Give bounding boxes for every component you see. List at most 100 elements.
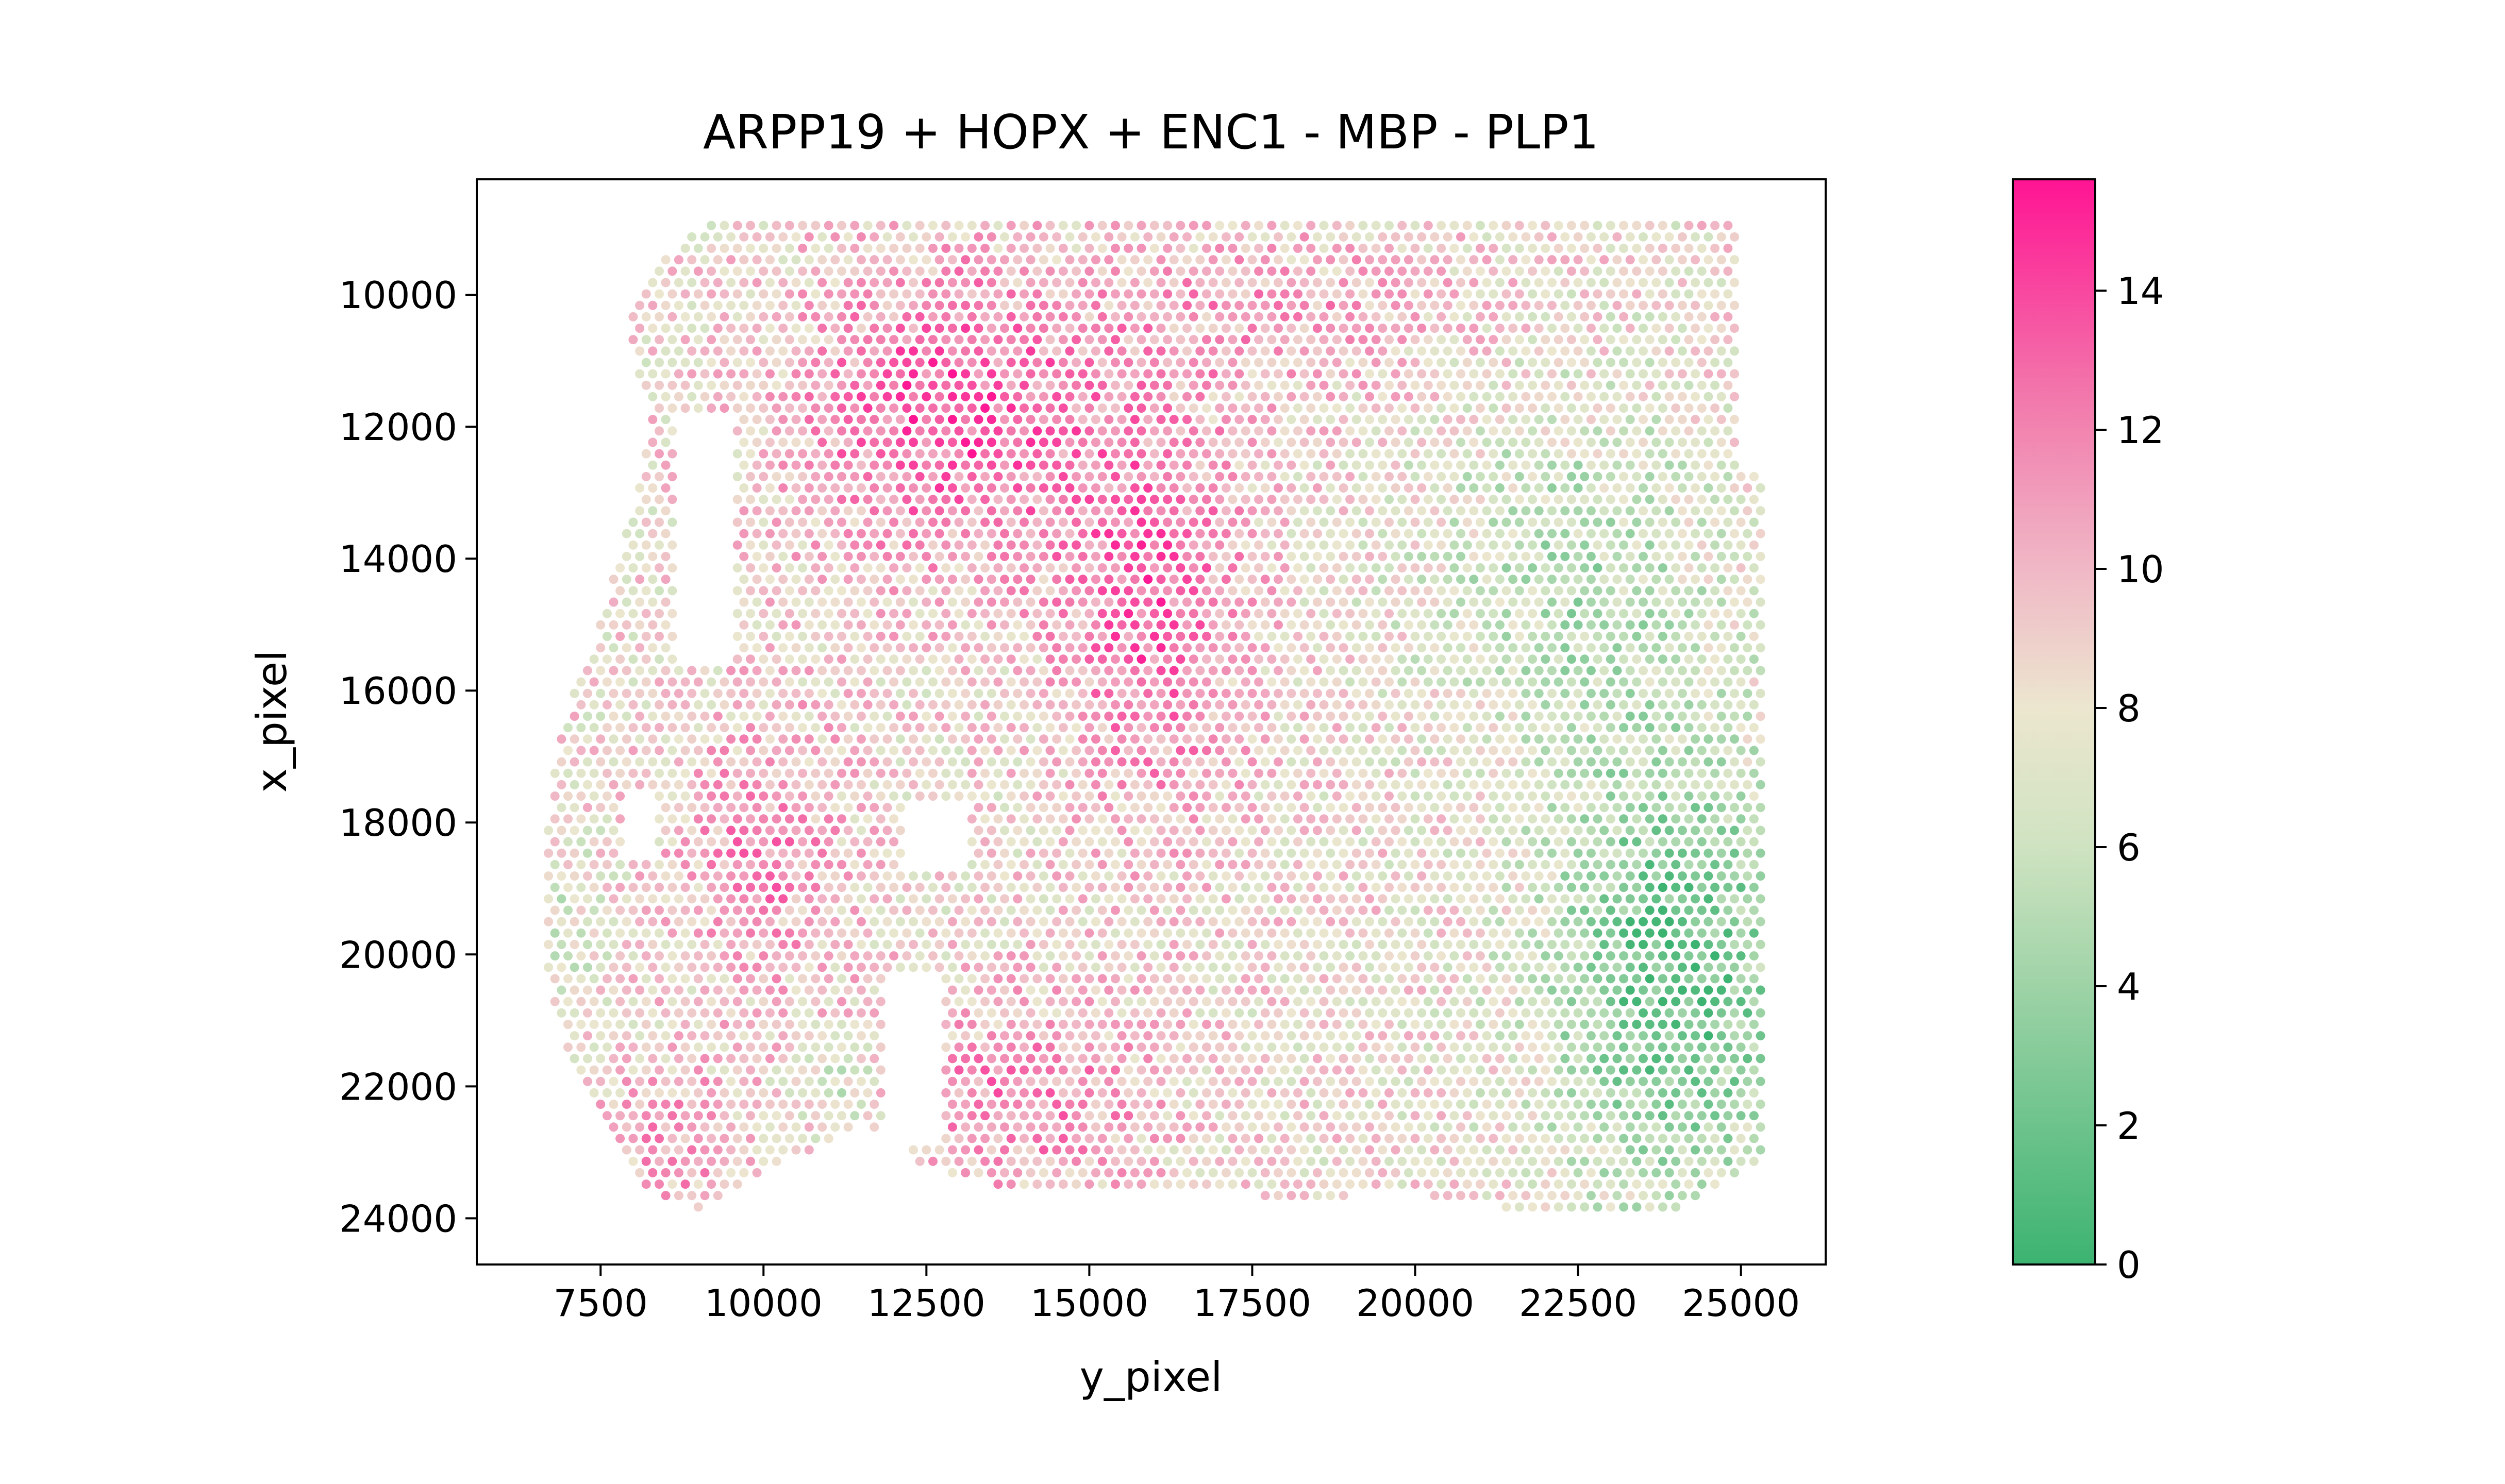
data-point (1456, 483, 1465, 493)
data-point (589, 883, 599, 892)
data-point (655, 312, 664, 322)
data-point (1566, 723, 1576, 733)
data-point (1482, 255, 1492, 265)
data-point (1215, 358, 1225, 367)
data-point (1521, 688, 1531, 698)
data-point (993, 335, 1003, 345)
data-point (1228, 563, 1238, 573)
data-point (902, 791, 912, 801)
data-point (1410, 403, 1420, 413)
data-point (1156, 300, 1166, 310)
data-point (635, 643, 645, 653)
data-point (1541, 632, 1550, 641)
data-point (700, 278, 710, 288)
data-point (895, 460, 905, 470)
data-point (882, 803, 892, 813)
data-point (1267, 540, 1277, 550)
data-point (1508, 848, 1518, 858)
data-point (622, 666, 631, 676)
data-point (1039, 392, 1048, 401)
data-point (1469, 255, 1479, 265)
data-point (941, 586, 951, 596)
data-point (1580, 609, 1590, 618)
data-point (1072, 883, 1081, 892)
data-point (1234, 437, 1244, 447)
data-point (1351, 460, 1361, 470)
data-point (1143, 620, 1153, 630)
data-point (1299, 529, 1309, 538)
data-point (1339, 688, 1348, 698)
data-point (641, 609, 651, 618)
data-point (687, 712, 697, 721)
data-point (1339, 780, 1348, 789)
data-point (1684, 859, 1694, 869)
data-point (1189, 632, 1198, 641)
data-point (648, 483, 658, 493)
data-point (928, 358, 938, 367)
data-point (1749, 768, 1759, 778)
data-point (1723, 380, 1733, 390)
data-point (1045, 266, 1055, 276)
data-point (1351, 825, 1361, 835)
data-point (804, 688, 814, 698)
data-point (1208, 369, 1218, 379)
data-point (1254, 471, 1264, 481)
data-point (1417, 871, 1427, 881)
data-point (1149, 563, 1159, 573)
data-point (1241, 221, 1250, 230)
data-point (1339, 871, 1348, 881)
data-point (882, 483, 892, 493)
data-point (1671, 791, 1681, 801)
data-point (961, 529, 971, 538)
data-point (870, 437, 879, 447)
data-point (661, 300, 671, 310)
data-point (961, 483, 971, 493)
data-point (1006, 540, 1016, 550)
data-point (1084, 221, 1094, 230)
data-point (1645, 768, 1655, 778)
data-point (1697, 632, 1707, 641)
data-point (1671, 837, 1681, 847)
data-point (655, 632, 664, 641)
data-point (1052, 529, 1062, 538)
data-point (693, 723, 703, 733)
data-point (1247, 666, 1257, 676)
data-point (1580, 814, 1590, 824)
data-point (987, 529, 996, 538)
data-point (1469, 803, 1479, 813)
data-point (1267, 449, 1277, 459)
data-point (1058, 495, 1068, 504)
data-point (772, 403, 781, 413)
data-point (1645, 221, 1655, 230)
data-point (1006, 495, 1016, 504)
data-point (1704, 506, 1713, 516)
data-point (843, 460, 853, 470)
data-point (843, 506, 853, 516)
data-point (1495, 620, 1505, 630)
data-point (1710, 540, 1720, 550)
data-point (648, 460, 658, 470)
data-point (1645, 814, 1655, 824)
data-point (1599, 300, 1609, 310)
data-point (1397, 859, 1407, 869)
data-point (1534, 575, 1544, 584)
data-point (1228, 289, 1238, 299)
data-point (1149, 335, 1159, 345)
data-point (876, 563, 886, 573)
data-point (1710, 221, 1720, 230)
data-point (1639, 415, 1648, 425)
data-point (1163, 335, 1173, 345)
data-point (1228, 380, 1238, 390)
data-point (784, 791, 794, 801)
data-point (830, 483, 840, 493)
data-point (980, 632, 990, 641)
data-point (693, 814, 703, 824)
data-point (1384, 791, 1394, 801)
data-point (1586, 734, 1596, 744)
data-point (746, 289, 755, 299)
data-point (1078, 437, 1088, 447)
data-point (1482, 324, 1492, 333)
data-point (648, 597, 658, 607)
data-point (1351, 597, 1361, 607)
plot-area (476, 178, 1827, 1266)
